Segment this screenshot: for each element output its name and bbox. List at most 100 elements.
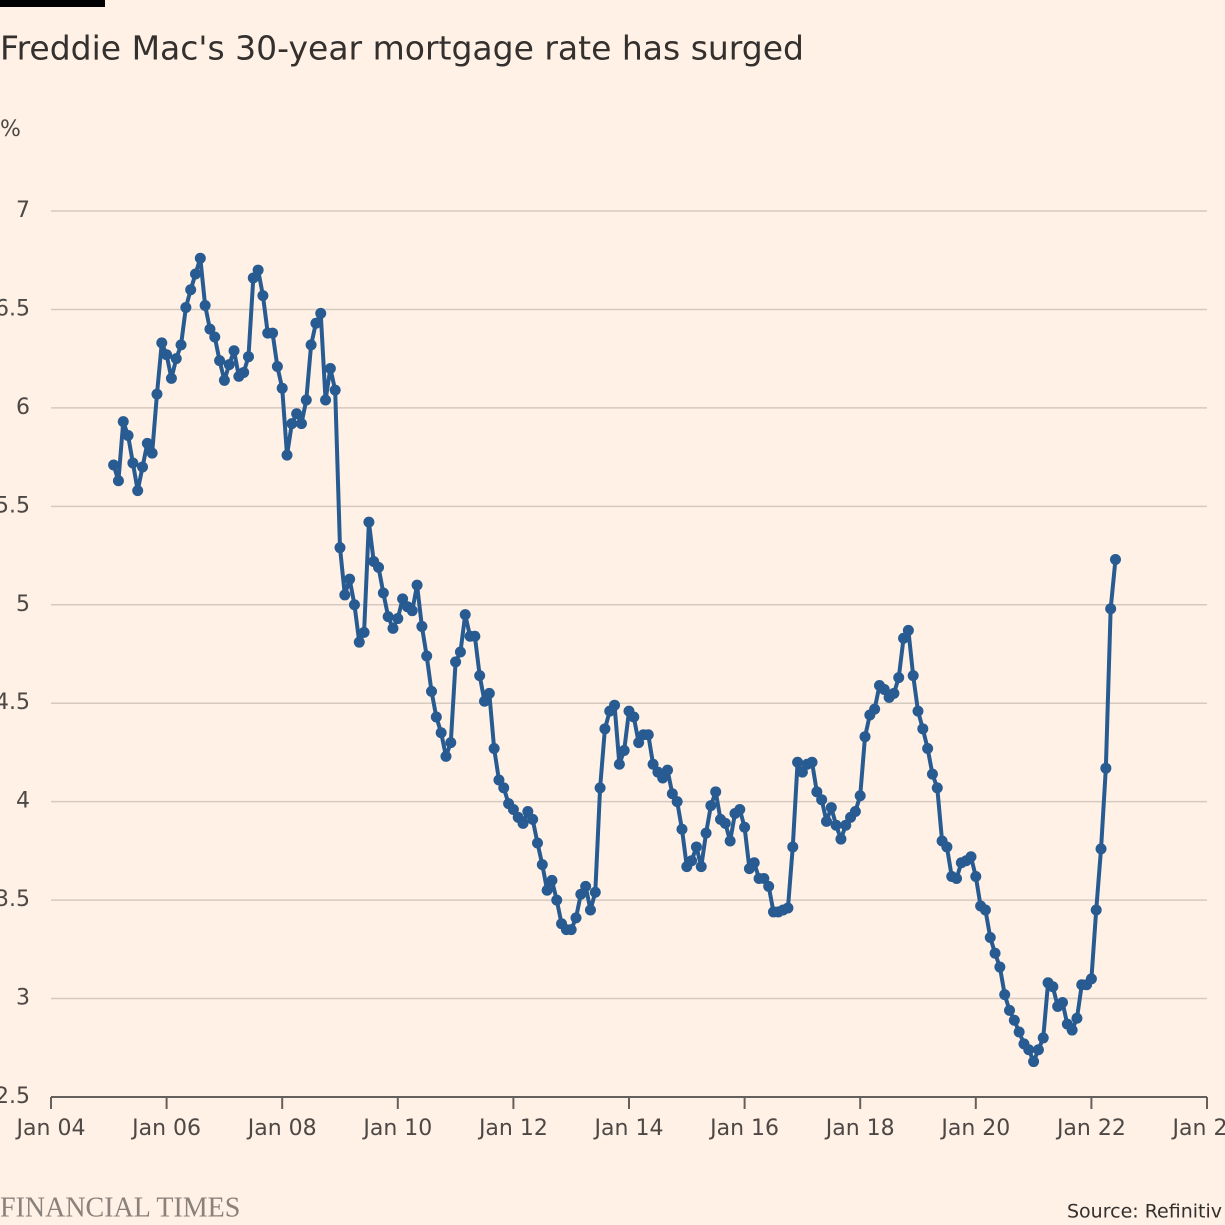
point [613, 758, 625, 770]
point [377, 587, 389, 599]
point [763, 880, 775, 892]
point [421, 650, 433, 662]
point [291, 408, 303, 420]
point [1057, 996, 1068, 1008]
point [387, 622, 399, 634]
point [1032, 1044, 1044, 1056]
point [806, 756, 818, 768]
point [922, 743, 934, 755]
point [758, 872, 770, 884]
point [315, 307, 327, 319]
x-tick-label: Jan 12 [477, 1116, 548, 1141]
x-tick-label: Jan 16 [708, 1116, 779, 1141]
x-tick-label: Jan 18 [824, 1116, 895, 1141]
y-tick-label: 6 [16, 395, 30, 420]
point [324, 363, 336, 375]
point [334, 542, 346, 554]
point [1085, 973, 1097, 985]
point [580, 880, 592, 892]
point [1066, 1024, 1078, 1036]
point [724, 835, 736, 847]
point [305, 339, 317, 351]
point [546, 874, 558, 886]
brand-bar [0, 0, 105, 7]
point [917, 723, 929, 735]
point [488, 743, 500, 755]
point [989, 947, 1001, 959]
point [454, 646, 466, 658]
y-tick-label: 5.5 [0, 493, 30, 518]
point [435, 727, 447, 739]
point [792, 756, 804, 768]
point [941, 841, 953, 853]
point [719, 817, 731, 829]
point [1028, 1056, 1040, 1068]
point [1037, 1032, 1049, 1044]
point [835, 833, 847, 845]
point [551, 894, 563, 906]
point [406, 605, 418, 617]
point [353, 636, 365, 648]
point [416, 620, 428, 632]
point [411, 579, 423, 591]
point [816, 794, 828, 806]
point [902, 624, 914, 636]
point [373, 561, 385, 573]
y-tick-label: 7 [16, 198, 30, 223]
point [185, 284, 197, 296]
point [329, 384, 341, 396]
point [662, 764, 674, 776]
point [218, 374, 230, 386]
point [445, 737, 457, 749]
point [228, 345, 240, 357]
point [320, 394, 332, 406]
point [358, 626, 370, 638]
source: Source: Refinitiv [1067, 1201, 1222, 1223]
point [1023, 1044, 1035, 1056]
point [209, 331, 221, 343]
x-tick-label: Jan 04 [15, 1116, 86, 1141]
point [705, 800, 717, 812]
point [782, 902, 794, 914]
point [575, 888, 587, 900]
point [199, 300, 211, 312]
point [710, 786, 722, 798]
line [111, 256, 1118, 1064]
point [397, 593, 409, 605]
y-tick-label: 4 [16, 789, 30, 814]
point [267, 327, 279, 339]
point [994, 961, 1006, 973]
point [300, 394, 312, 406]
point [1109, 553, 1121, 565]
point [141, 437, 153, 449]
x-tick-label: Jan 24 [1171, 1116, 1225, 1141]
point [830, 819, 842, 831]
y-tick-label: 4.5 [0, 690, 30, 715]
point [825, 802, 837, 814]
point [132, 485, 144, 497]
point [295, 418, 307, 430]
x-tick-label: Jan 06 [130, 1116, 201, 1141]
point [151, 388, 163, 400]
point [1008, 1014, 1020, 1026]
point [633, 737, 645, 749]
point [618, 744, 630, 756]
point [493, 774, 505, 786]
y-tick-label: 3.5 [0, 887, 30, 912]
point [204, 323, 216, 335]
point [242, 351, 254, 363]
point [811, 786, 823, 798]
point [382, 611, 394, 623]
point [584, 904, 596, 916]
point [1071, 1012, 1083, 1024]
point [469, 630, 481, 642]
x-tick-label: Jan 22 [1055, 1116, 1126, 1141]
point [507, 804, 519, 816]
point [642, 729, 654, 741]
point [122, 429, 134, 441]
point [970, 870, 982, 882]
point [1004, 1004, 1016, 1016]
point [893, 672, 905, 684]
point [527, 813, 539, 825]
